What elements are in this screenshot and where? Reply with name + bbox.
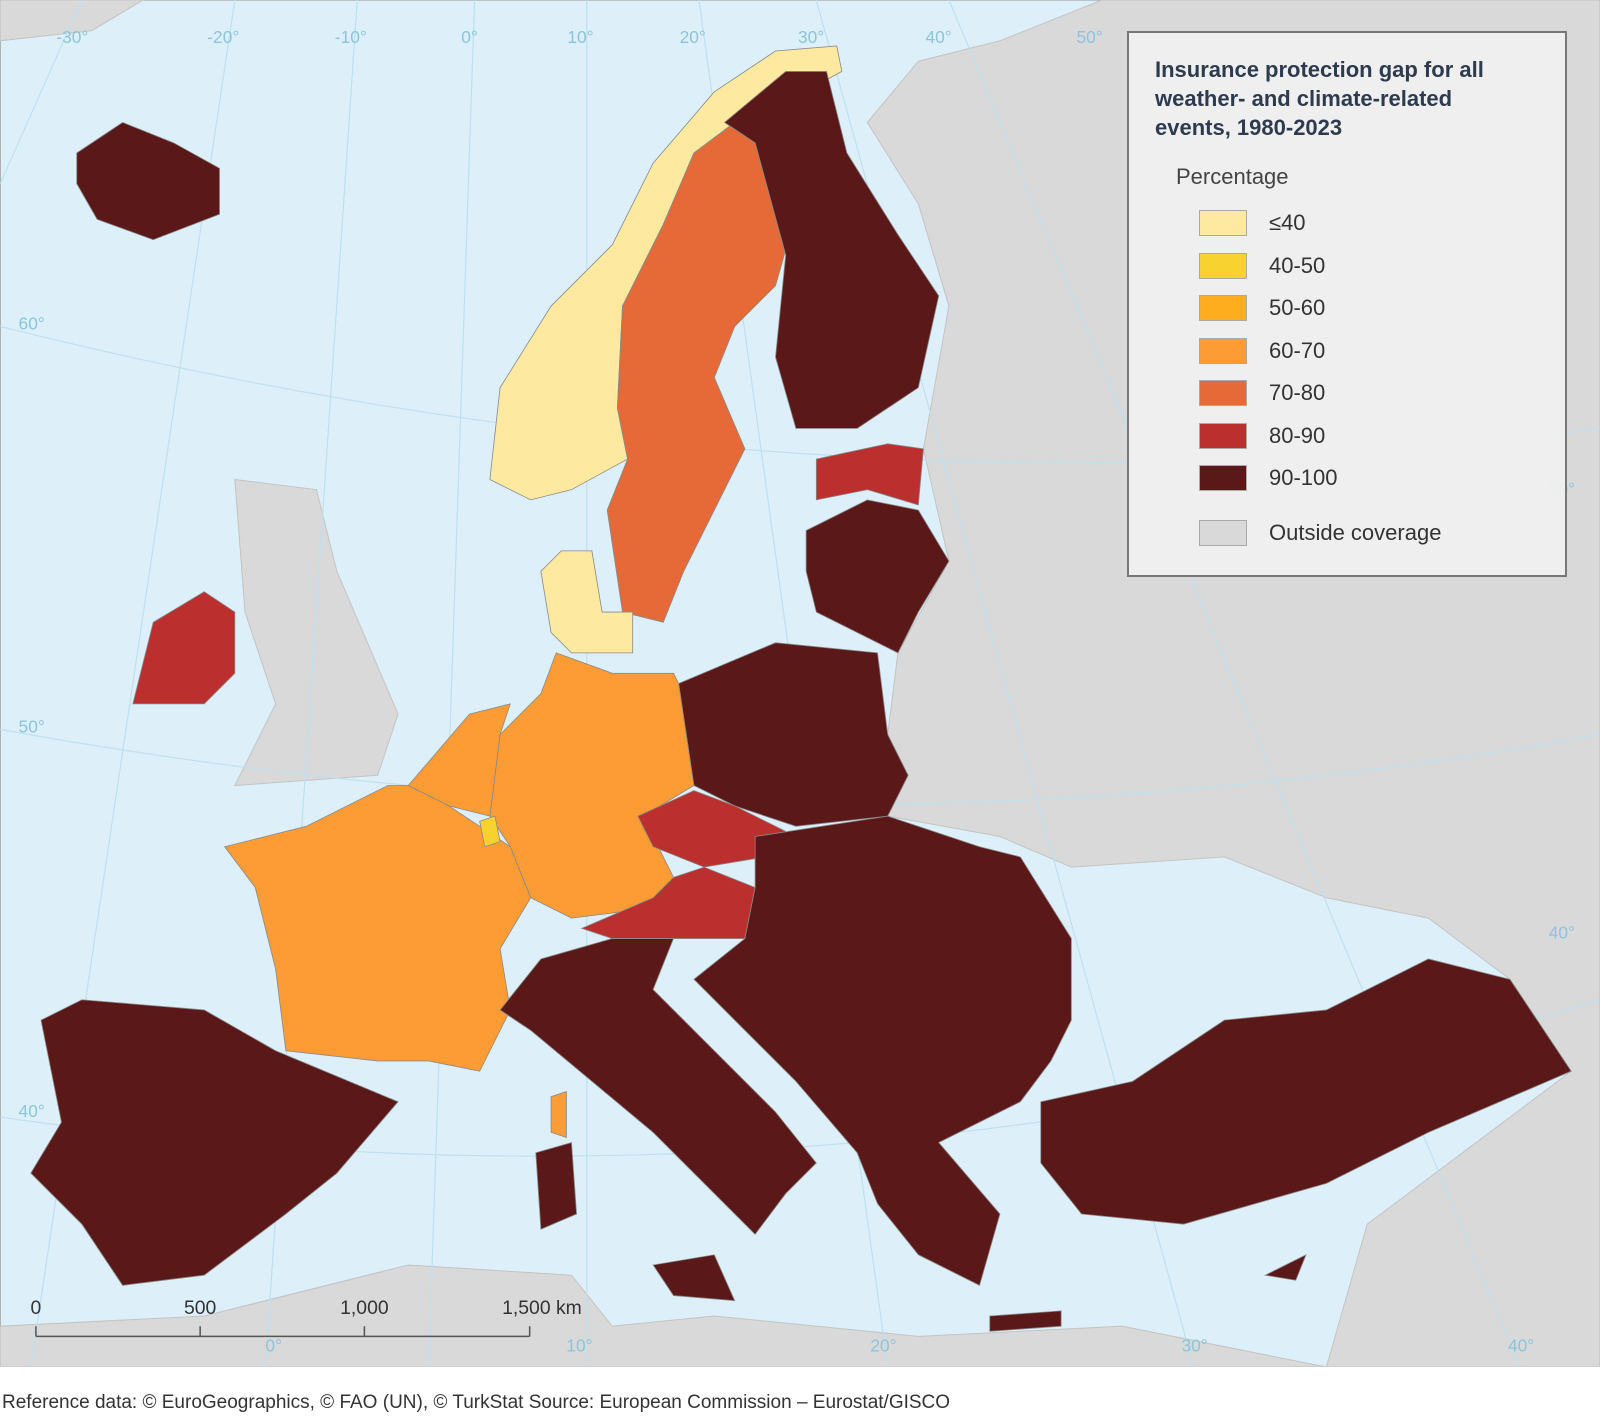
graticule-label: 40°: [925, 27, 951, 47]
scale-label: 500: [184, 1297, 217, 1319]
legend-swatch: [1199, 519, 1247, 546]
legend-item: 70-80: [1199, 372, 1541, 415]
country: [678, 642, 909, 827]
legend-item: 80-90: [1199, 415, 1541, 458]
country: [815, 443, 924, 506]
country: [606, 121, 797, 623]
legend-swatch: [1199, 422, 1247, 449]
legend-item: 60-70: [1199, 330, 1541, 373]
legend-item: 50-60: [1199, 287, 1541, 330]
meridian: [428, 0, 476, 1367]
graticule-label: 60°: [19, 314, 45, 334]
legend-swatch: [1199, 337, 1247, 364]
legend: Insurance protection gap for all weather…: [1127, 31, 1567, 577]
scale-label: 0: [31, 1297, 42, 1319]
legend-item: 40-50: [1199, 245, 1541, 288]
country: [693, 815, 1072, 1286]
scale-bar: [35, 1326, 531, 1338]
graticule-label: -20°: [207, 27, 239, 47]
country: [132, 591, 236, 705]
footer: Reference data: © EuroGeographics, © FAO…: [2, 1392, 951, 1413]
graticule-label: 40°: [19, 1101, 45, 1121]
country: [1263, 1253, 1307, 1281]
graticule-label: 10°: [566, 1336, 592, 1356]
graticule-label: 20°: [680, 27, 706, 47]
legend-label: 70-80: [1269, 380, 1326, 406]
graticule-label: 30°: [1182, 1336, 1208, 1356]
country: [479, 815, 501, 848]
graticule-label: -30°: [56, 27, 88, 47]
legend-label: ≤40: [1269, 210, 1306, 236]
legend-label: 50-60: [1269, 295, 1326, 321]
legend-label: 40-50: [1269, 252, 1326, 278]
graticule-label: 30°: [798, 27, 824, 47]
legend-subtitle: Percentage: [1176, 164, 1289, 189]
legend-item: Outside coverage: [1199, 512, 1541, 555]
country: [805, 499, 950, 654]
graticule-label: 40°: [1508, 1336, 1534, 1356]
scale-label: 1,500 km: [502, 1297, 582, 1319]
country: [723, 71, 940, 429]
meridian: [948, 0, 1521, 1367]
graticule-label: 0°: [265, 1336, 282, 1356]
land: [233, 478, 399, 787]
land: [0, 1264, 1327, 1367]
country: [76, 121, 220, 241]
graticule-label: 50°: [1076, 27, 1102, 47]
country: [550, 1090, 567, 1139]
country: [499, 938, 817, 1236]
legend-item: ≤40: [1199, 202, 1541, 245]
land: [0, 0, 145, 42]
country: [652, 1254, 736, 1302]
graticule-label: 10°: [567, 27, 593, 47]
graticule-label: -10°: [335, 27, 367, 47]
legend-label: 90-100: [1269, 465, 1338, 491]
country: [989, 1310, 1062, 1332]
graticule-label: 0°: [461, 27, 478, 47]
legend-title: Insurance protection gap for all weather…: [1155, 57, 1484, 140]
meridian: [0, 0, 83, 184]
scale-label: 1,000: [340, 1297, 389, 1319]
country: [1040, 958, 1572, 1225]
country: [30, 999, 399, 1286]
legend-swatch: [1199, 380, 1247, 407]
legend-label: Outside coverage: [1269, 519, 1442, 545]
graticule-label: 50°: [19, 716, 45, 736]
graticule-label: 40°: [1549, 923, 1575, 943]
country: [223, 785, 532, 1072]
countries: [30, 45, 1572, 1332]
legend-items: ≤40 40-50 50-60 60-70 70-80 80-90 90-100 Outsid…: [1155, 202, 1541, 554]
legend-label: 60-70: [1269, 337, 1326, 363]
legend-item: 90-100: [1199, 457, 1541, 500]
legend-label: 80-90: [1269, 422, 1326, 448]
country: [535, 1142, 578, 1230]
legend-swatch: [1199, 465, 1247, 492]
legend-swatch: [1199, 210, 1247, 237]
country: [540, 550, 634, 654]
legend-swatch: [1199, 295, 1247, 322]
graticule-label: 20°: [870, 1336, 896, 1356]
legend-swatch: [1199, 252, 1247, 279]
